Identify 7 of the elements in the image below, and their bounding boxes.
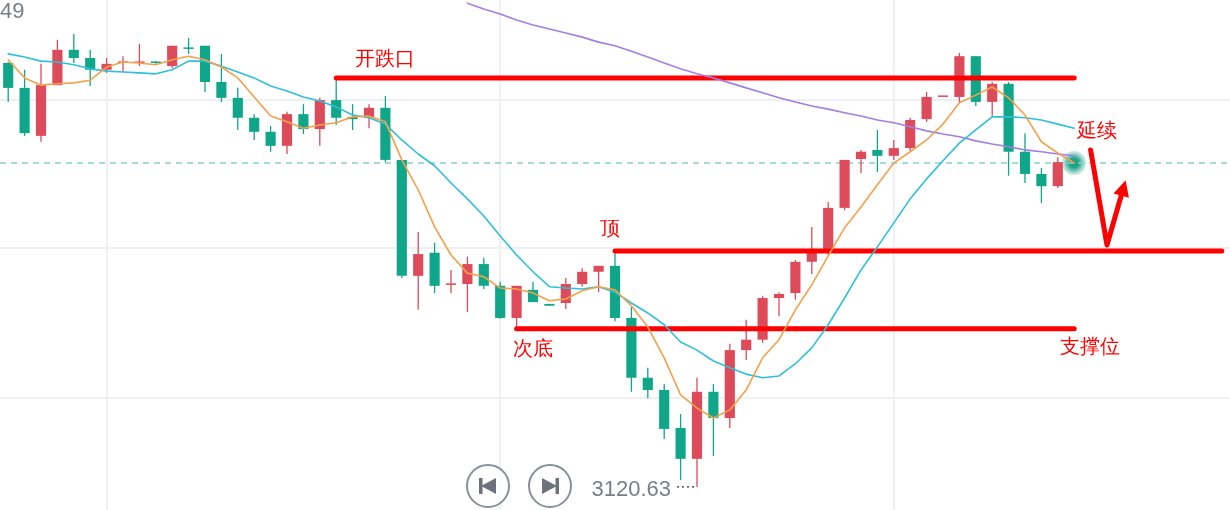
- series-label: 顶: [600, 217, 620, 240]
- series-label: 开跌口: [355, 47, 416, 70]
- text: 49: [0, 0, 25, 24]
- series-label: 支撑位: [1060, 335, 1121, 358]
- series-label: 延续: [1075, 119, 1117, 142]
- annotation: 3120.63: [591, 475, 671, 501]
- series-label: 次底: [512, 337, 553, 360]
